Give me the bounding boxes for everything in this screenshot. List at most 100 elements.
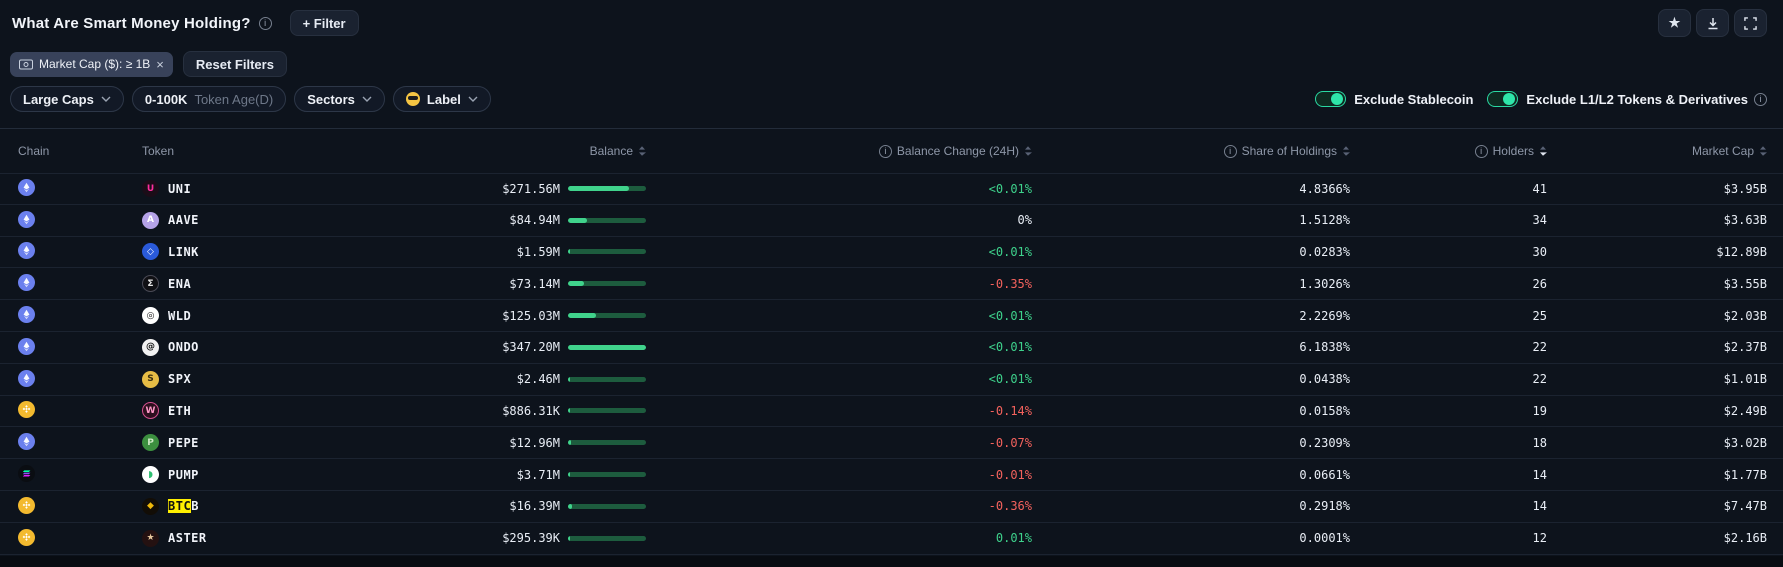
share-of-holdings-cell: 0.0661% <box>1299 467 1350 482</box>
fullscreen-button[interactable] <box>1734 9 1767 37</box>
sectors-dropdown[interactable]: Sectors <box>294 86 385 112</box>
chain-cell <box>18 465 142 484</box>
token-cell[interactable]: ◎ WLD <box>142 307 446 325</box>
token-symbol: LINK <box>168 244 199 259</box>
token-cell[interactable]: ★ ASTER <box>142 529 446 547</box>
balance-cell: $347.20M <box>502 340 560 355</box>
column-header-balance[interactable]: Balance <box>446 144 656 158</box>
remove-filter-icon[interactable]: × <box>156 56 164 72</box>
table-row[interactable]: ◎ WLD $125.03M <0.01% 2.2269% 25 $2.03B <box>0 300 1783 332</box>
balance-cell: $271.56M <box>502 181 560 196</box>
solana-chain-icon <box>18 465 35 483</box>
ethereum-chain-icon <box>18 274 35 292</box>
market-cap-size-dropdown[interactable]: Large Caps <box>10 86 124 112</box>
token-cell[interactable]: Σ ENA <box>142 275 446 293</box>
table-row[interactable]: W ETH $886.31K -0.14% 0.0158% 19 $2.49B <box>0 396 1783 428</box>
column-header-change[interactable]: i Balance Change (24H) <box>656 144 1032 158</box>
balance-bar-cell <box>560 281 656 287</box>
balance-bar <box>568 472 646 478</box>
token-symbol: UNI <box>168 181 192 196</box>
market-cap-filter-chip[interactable]: Market Cap ($): ≥ 1B × <box>10 51 173 77</box>
bnb-chain-icon <box>18 496 35 514</box>
share-of-holdings-cell: 2.2269% <box>1299 308 1350 323</box>
title-info-icon[interactable]: i <box>258 16 272 30</box>
holders-cell: 41 <box>1532 181 1547 196</box>
table-row[interactable]: @ ONDO $347.20M <0.01% 6.1838% 22 $2.37B <box>0 332 1783 364</box>
balance-change-cell: -0.07% <box>988 435 1032 450</box>
token-cell[interactable]: @ ONDO <box>142 338 446 356</box>
toggle-label: Exclude Stablecoin <box>1354 91 1474 107</box>
token-symbol: BTCB <box>168 499 199 514</box>
token-icon-pump: ◗ <box>142 466 159 484</box>
download-button[interactable] <box>1696 9 1729 37</box>
market-cap-cell: $2.03B <box>1723 308 1767 323</box>
share-of-holdings-cell: 1.3026% <box>1299 276 1350 291</box>
reset-filters-button[interactable]: Reset Filters <box>182 51 287 77</box>
favorite-button[interactable]: ★ <box>1658 9 1691 37</box>
balance-cell: $2.46M <box>516 372 560 387</box>
holders-cell: 18 <box>1532 435 1547 450</box>
table-row[interactable]: U UNI $271.56M <0.01% 4.8366% 41 $3.95B <box>0 173 1783 205</box>
table-row[interactable]: A AAVE $84.94M 0% 1.5128% 34 $3.63B <box>0 205 1783 237</box>
table-row[interactable]: ◆ BTCB $16.39M -0.36% 0.2918% 14 $7.47B <box>0 491 1783 523</box>
table-row[interactable]: Σ ENA $73.14M -0.35% 1.3026% 26 $3.55B <box>0 268 1783 301</box>
table-row[interactable]: S SPX $2.46M <0.01% 0.0438% 22 $1.01B <box>0 364 1783 396</box>
add-filter-button[interactable]: + Filter <box>289 10 359 36</box>
balance-bar-cell <box>560 376 656 382</box>
exclude-stablecoin-toggle[interactable] <box>1315 91 1347 107</box>
token-cell[interactable]: W ETH <box>142 402 446 420</box>
holders-cell: 14 <box>1532 467 1547 482</box>
token-cell[interactable]: ◆ BTCB <box>142 497 446 515</box>
exclude-l1l2-toggle[interactable] <box>1487 91 1519 107</box>
star-icon: ★ <box>1668 15 1681 30</box>
balance-bar <box>568 408 646 414</box>
column-info-icon[interactable]: i <box>1474 144 1488 158</box>
bottom-spacer <box>0 556 1783 567</box>
token-symbol: ENA <box>168 276 192 291</box>
token-cell[interactable]: ◇ LINK <box>142 243 446 261</box>
balance-change-cell: <0.01% <box>988 181 1032 196</box>
column-header-mcap[interactable]: Market Cap <box>1547 144 1767 158</box>
balance-cell: $295.39K <box>502 531 560 546</box>
market-cap-cell: $1.01B <box>1723 372 1767 387</box>
label-dropdown[interactable]: Label <box>392 86 491 112</box>
column-header-share[interactable]: i Share of Holdings <box>1032 144 1350 158</box>
token-symbol: ASTER <box>168 531 207 546</box>
chevron-down-icon <box>468 96 478 102</box>
token-cell[interactable]: ◗ PUMP <box>142 466 446 484</box>
dropdown-value: Large Caps <box>23 91 94 107</box>
holders-cell: 30 <box>1532 244 1547 259</box>
column-header-holders[interactable]: i Holders <box>1350 144 1547 158</box>
token-cell[interactable]: U UNI <box>142 180 446 198</box>
chain-cell <box>18 337 142 357</box>
balance-change-cell: 0% <box>1017 213 1032 228</box>
page-title: What Are Smart Money Holding? <box>12 14 251 32</box>
column-info-icon[interactable]: i <box>878 144 892 158</box>
token-cell[interactable]: A AAVE <box>142 211 446 229</box>
chain-cell <box>18 179 142 198</box>
token-icon-btcb: ◆ <box>142 497 159 515</box>
ethereum-chain-icon <box>18 179 35 197</box>
token-cell[interactable]: P PEPE <box>142 434 446 452</box>
holders-cell: 22 <box>1532 340 1547 355</box>
token-icon-aster: ★ <box>142 529 159 547</box>
market-cap-cell: $3.55B <box>1723 276 1767 291</box>
column-info-icon[interactable]: i <box>1223 144 1237 158</box>
token-symbol: PEPE <box>168 435 199 450</box>
filter-chip-label: Market Cap ($): ≥ 1B <box>39 57 151 71</box>
balance-bar <box>568 440 646 446</box>
l1l2-info-icon[interactable]: i <box>1754 92 1767 106</box>
token-cell[interactable]: S SPX <box>142 370 446 388</box>
share-of-holdings-cell: 6.1838% <box>1299 340 1350 355</box>
table-row[interactable]: ◇ LINK $1.59M <0.01% 0.0283% 30 $12.89B <box>0 237 1783 269</box>
table-row[interactable]: P PEPE $12.96M -0.07% 0.2309% 18 $3.02B <box>0 427 1783 460</box>
token-age-input[interactable]: 0-100K Token Age(D) <box>131 86 287 112</box>
balance-bar-cell <box>560 249 656 255</box>
table-row[interactable]: ◗ PUMP $3.71M -0.01% 0.0661% 14 $1.77B <box>0 459 1783 491</box>
active-filters-bar: Market Cap ($): ≥ 1B × Reset Filters <box>10 51 1767 77</box>
dropdown-value: Sectors <box>307 91 355 107</box>
sort-icon <box>1760 146 1767 156</box>
table-row[interactable]: ★ ASTER $295.39K 0.01% 0.0001% 12 $2.16B <box>0 523 1783 555</box>
balance-bar <box>568 186 646 192</box>
